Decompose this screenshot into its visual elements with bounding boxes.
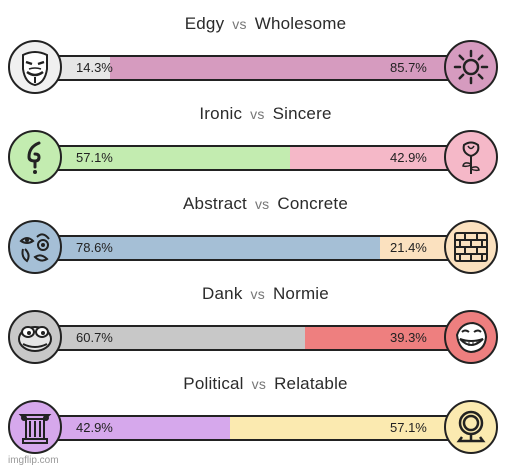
axis-row-abstract-concrete: Abstract vs Concrete 78.6% 21.4% (0, 180, 531, 274)
axis-row-dank-normie: Dank vs Normie 60.7% 39.3% (0, 270, 531, 364)
vs-label: vs (254, 196, 270, 212)
right-percentage: 42.9% (390, 150, 427, 165)
right-trait-name: Wholesome (254, 14, 347, 33)
right-trait-name: Concrete (277, 194, 348, 213)
left-segment (50, 327, 305, 349)
left-percentage: 78.6% (76, 240, 113, 255)
left-trait-name: Political (183, 374, 244, 393)
right-percentage: 57.1% (390, 420, 427, 435)
left-trait-name: Dank (202, 284, 243, 303)
guy-fawkes-mask-icon (8, 40, 62, 94)
right-segment (110, 57, 470, 79)
axis-title: Dank vs Normie (0, 284, 531, 304)
axis-title: Abstract vs Concrete (0, 194, 531, 214)
left-percentage: 60.7% (76, 330, 113, 345)
right-segment (304, 327, 470, 349)
imgflip-watermark: imgflip.com (8, 455, 59, 466)
sun-icon (444, 40, 498, 94)
right-segment (289, 147, 470, 169)
abstract-face-icon (8, 220, 62, 274)
right-trait-name: Sincere (272, 104, 332, 123)
right-trait-name: Relatable (274, 374, 348, 393)
percentage-bar (48, 325, 472, 351)
axis-row-edgy-wholesome: Edgy vs Wholesome 14.3% 85.7% (0, 0, 531, 94)
left-trait-name: Ironic (199, 104, 243, 123)
right-segment (230, 417, 470, 439)
axis-title: Ironic vs Sincere (0, 104, 531, 124)
left-trait-name: Abstract (183, 194, 247, 213)
left-percentage: 42.9% (76, 420, 113, 435)
percentage-bar (48, 145, 472, 171)
greek-column-icon (8, 400, 62, 454)
axis-row-political-relatable: Political vs Relatable 42.9% 57.1% (0, 360, 531, 454)
left-segment (50, 237, 381, 259)
trollface-icon (444, 310, 498, 364)
vs-label: vs (250, 106, 265, 122)
axis-title: Political vs Relatable (0, 374, 531, 394)
mirror-icon (444, 400, 498, 454)
right-percentage: 21.4% (390, 240, 427, 255)
left-segment (50, 417, 231, 439)
vs-label: vs (232, 16, 247, 32)
pepe-frog-icon (8, 310, 62, 364)
left-segment (50, 147, 290, 169)
percentage-bar (48, 415, 472, 441)
right-trait-name: Normie (272, 284, 329, 303)
right-percentage: 85.7% (390, 60, 427, 75)
ironic-symbol-icon (8, 130, 62, 184)
vs-label: vs (251, 376, 267, 392)
vs-label: vs (250, 286, 265, 302)
brick-wall-icon (444, 220, 498, 274)
left-segment (50, 57, 111, 79)
left-percentage: 14.3% (76, 60, 113, 75)
left-percentage: 57.1% (76, 150, 113, 165)
percentage-bar (48, 55, 472, 81)
left-trait-name: Edgy (184, 14, 225, 33)
axis-title: Edgy vs Wholesome (0, 14, 531, 34)
rose-icon (444, 130, 498, 184)
axis-row-ironic-sincere: Ironic vs Sincere 57.1% 42.9% (0, 90, 531, 184)
right-percentage: 39.3% (390, 330, 427, 345)
